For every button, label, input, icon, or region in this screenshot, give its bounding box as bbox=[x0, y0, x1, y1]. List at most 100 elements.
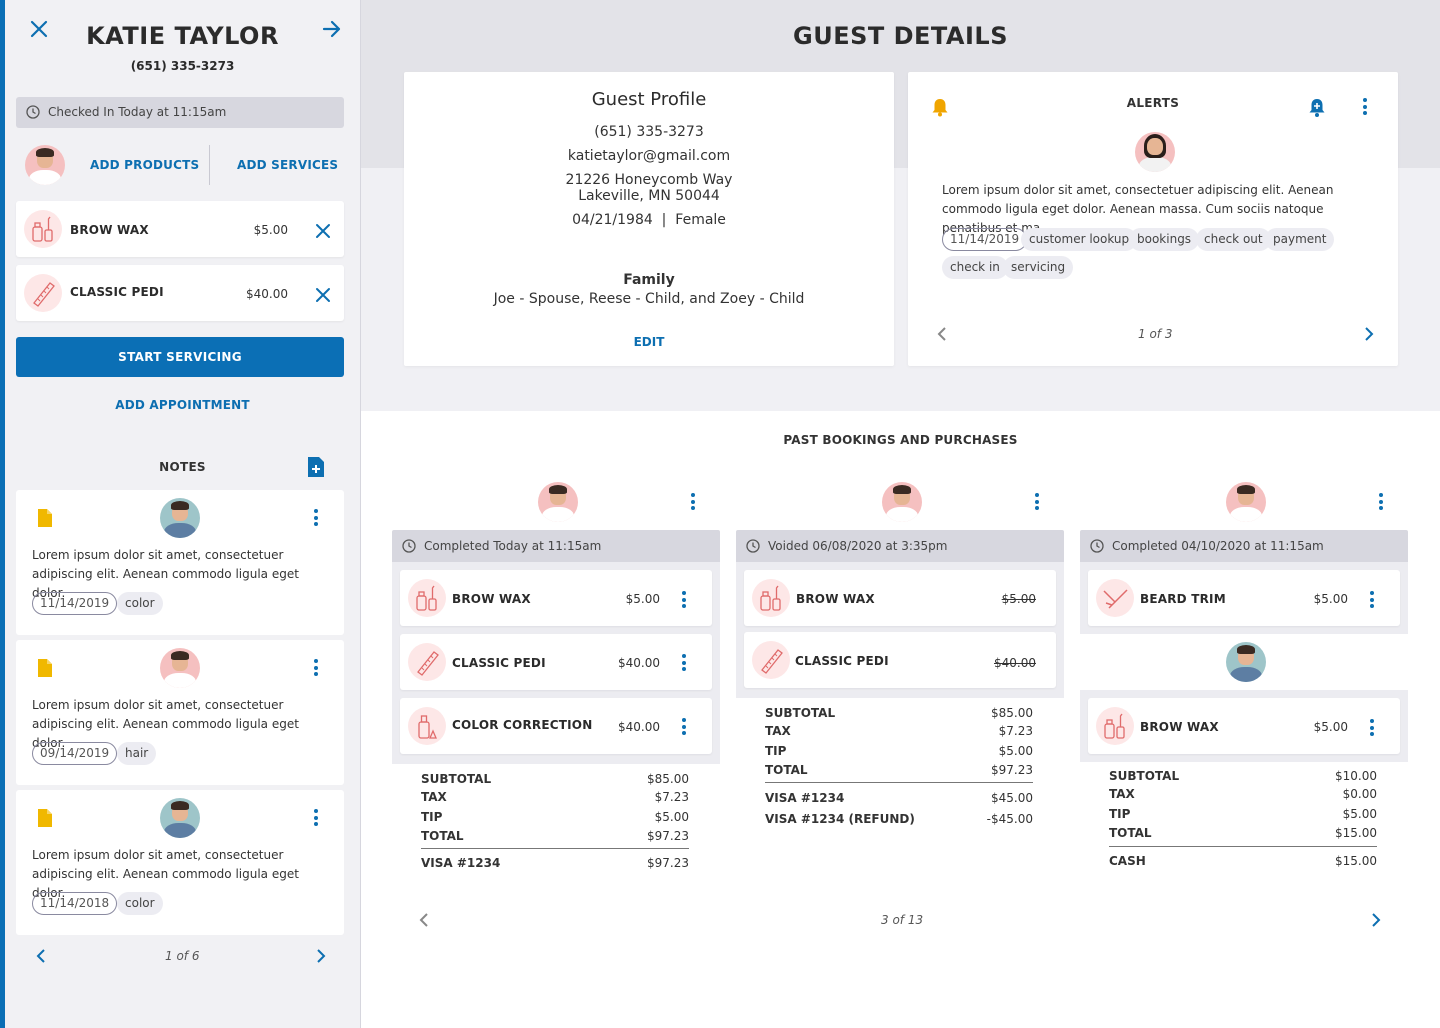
remove-icon[interactable] bbox=[314, 286, 332, 304]
note-date-tag: 11/14/2019 bbox=[32, 592, 118, 615]
tax-row: TAX $7.23 bbox=[765, 724, 1033, 738]
more-options-icon[interactable] bbox=[1369, 719, 1375, 737]
clock-icon bbox=[402, 539, 416, 553]
more-options-icon[interactable] bbox=[1362, 98, 1368, 116]
booking-item[interactable]: CLASSIC PEDI $40.00 bbox=[744, 632, 1056, 688]
booking-item-name: BEARD TRIM bbox=[1140, 592, 1226, 606]
more-options-icon[interactable] bbox=[681, 654, 687, 672]
service-item[interactable]: BROW WAX $5.00 bbox=[16, 201, 344, 257]
alert-author-avatar bbox=[1135, 132, 1175, 172]
booking-item[interactable]: BROW WAX $5.00 bbox=[1088, 698, 1400, 754]
booking-item-price: $40.00 bbox=[994, 656, 1036, 670]
subtotal-row: SUBTOTAL $10.00 bbox=[1109, 769, 1377, 783]
profile-address-line2: Lakeville, MN 50044 bbox=[578, 188, 720, 204]
subtotal-row: SUBTOTAL $85.00 bbox=[421, 772, 689, 786]
service-price: $40.00 bbox=[246, 287, 288, 301]
tip-row: TIP $5.00 bbox=[765, 744, 1033, 758]
start-servicing-button[interactable]: START SERVICING bbox=[16, 337, 344, 377]
payment-row: CASH $15.00 bbox=[1109, 854, 1377, 868]
author-avatar bbox=[160, 798, 200, 838]
subtotal-row: SUBTOTAL $85.00 bbox=[765, 706, 1033, 720]
guest-name: KATIE TAYLOR bbox=[86, 22, 279, 50]
note-tag[interactable]: color bbox=[117, 592, 163, 615]
booking-item[interactable]: BEARD TRIM $5.00 bbox=[1088, 570, 1400, 626]
divider bbox=[765, 782, 1033, 783]
note-text: Lorem ipsum dolor sit amet, consectetuer… bbox=[32, 548, 299, 600]
note-card[interactable]: Lorem ipsum dolor sit amet, consectetuer… bbox=[16, 490, 344, 635]
booking-items: BEARD TRIM $5.00 bbox=[1080, 562, 1408, 634]
booking-item-price: $40.00 bbox=[618, 656, 660, 670]
brow-wax-icon bbox=[408, 579, 446, 617]
more-options-icon[interactable] bbox=[313, 659, 319, 677]
more-options-icon[interactable] bbox=[1369, 591, 1375, 609]
profile-title: Guest Profile bbox=[591, 89, 707, 110]
stylist-avatar bbox=[1226, 642, 1266, 682]
alerts-pager: 1 of 3 bbox=[1138, 327, 1173, 341]
add-appointment-link[interactable]: ADD APPOINTMENT bbox=[115, 398, 250, 412]
add-services-link[interactable]: ADD SERVICES bbox=[237, 158, 339, 172]
booking-item[interactable]: BROW WAX $5.00 bbox=[744, 570, 1056, 626]
more-options-icon[interactable] bbox=[1378, 493, 1384, 511]
author-avatar bbox=[160, 498, 200, 538]
note-tag[interactable]: hair bbox=[117, 742, 157, 765]
service-item[interactable]: CLASSIC PEDI $40.00 bbox=[16, 265, 344, 321]
alert-tag[interactable]: servicing bbox=[1003, 256, 1074, 279]
stylist-avatar[interactable] bbox=[25, 145, 65, 185]
profile-email[interactable]: katietaylor@gmail.com bbox=[567, 148, 731, 164]
booking-item-price: $5.00 bbox=[1001, 592, 1036, 606]
stylist-avatar bbox=[882, 482, 922, 522]
stylist-avatar bbox=[1226, 482, 1266, 522]
close-icon[interactable] bbox=[28, 18, 50, 40]
bookings-pager: 3 of 13 bbox=[881, 913, 924, 927]
alert-tag[interactable]: bookings bbox=[1129, 228, 1200, 251]
notes-title: NOTES bbox=[159, 460, 206, 474]
booking-item[interactable]: CLASSIC PEDI $40.00 bbox=[400, 634, 712, 690]
note-card[interactable]: Lorem ipsum dolor sit amet, consectetuer… bbox=[16, 790, 344, 935]
tax-row: TAX $0.00 bbox=[1109, 787, 1377, 801]
brow-wax-icon bbox=[1096, 707, 1134, 745]
remove-icon[interactable] bbox=[314, 222, 332, 240]
booking-items: BROW WAX $5.00 bbox=[1080, 690, 1408, 762]
bell-icon bbox=[932, 99, 948, 117]
chevron-left-icon[interactable] bbox=[35, 949, 47, 963]
guest-phone: (651) 335-3273 bbox=[130, 59, 235, 73]
chevron-left-icon[interactable] bbox=[936, 327, 948, 341]
booking-item-price: $40.00 bbox=[618, 720, 660, 734]
divider bbox=[421, 848, 689, 849]
more-options-icon[interactable] bbox=[313, 509, 319, 527]
chevron-right-icon[interactable] bbox=[1363, 327, 1375, 341]
alert-tag[interactable]: payment bbox=[1265, 228, 1335, 251]
note-file-icon bbox=[38, 809, 52, 827]
more-options-icon[interactable] bbox=[681, 591, 687, 609]
more-options-icon[interactable] bbox=[681, 718, 687, 736]
color-bottle-icon bbox=[408, 707, 446, 745]
booking-item-price: $5.00 bbox=[1313, 720, 1348, 734]
booking-status-bar: Completed Today at 11:15am bbox=[392, 530, 720, 562]
more-options-icon[interactable] bbox=[690, 493, 696, 511]
alert-tag[interactable]: check out bbox=[1196, 228, 1271, 251]
add-products-link[interactable]: ADD PRODUCTS bbox=[90, 158, 200, 172]
booking-item-name: CLASSIC PEDI bbox=[795, 654, 889, 668]
chevron-right-icon[interactable] bbox=[1370, 913, 1382, 927]
add-alert-icon[interactable] bbox=[1307, 97, 1327, 118]
more-options-icon[interactable] bbox=[1034, 493, 1040, 511]
chevron-left-icon[interactable] bbox=[418, 913, 430, 927]
more-options-icon[interactable] bbox=[313, 809, 319, 827]
booking-items: BROW WAX $5.00 CLASSIC PEDI $40.00 bbox=[736, 562, 1064, 698]
booking-item[interactable]: BROW WAX $5.00 bbox=[400, 570, 712, 626]
booking-status-text: Voided 06/08/2020 at 3:35pm bbox=[768, 539, 948, 553]
booking-item[interactable]: COLOR CORRECTION $40.00 bbox=[400, 698, 712, 754]
booking-item-name: COLOR CORRECTION bbox=[452, 718, 593, 732]
alert-tag[interactable]: check in bbox=[942, 256, 1008, 279]
clock-icon bbox=[746, 539, 760, 553]
note-tag[interactable]: color bbox=[117, 892, 163, 915]
arrow-right-icon[interactable] bbox=[321, 18, 343, 40]
add-note-icon[interactable] bbox=[307, 456, 325, 478]
note-card[interactable]: Lorem ipsum dolor sit amet, consectetuer… bbox=[16, 640, 344, 785]
service-name: CLASSIC PEDI bbox=[70, 285, 164, 299]
chevron-right-icon[interactable] bbox=[315, 949, 327, 963]
alert-date-tag: 11/14/2019 bbox=[942, 228, 1028, 251]
nail-file-icon bbox=[752, 641, 790, 679]
alert-tag[interactable]: customer lookup bbox=[1021, 228, 1138, 251]
edit-profile-link[interactable]: EDIT bbox=[633, 335, 665, 349]
